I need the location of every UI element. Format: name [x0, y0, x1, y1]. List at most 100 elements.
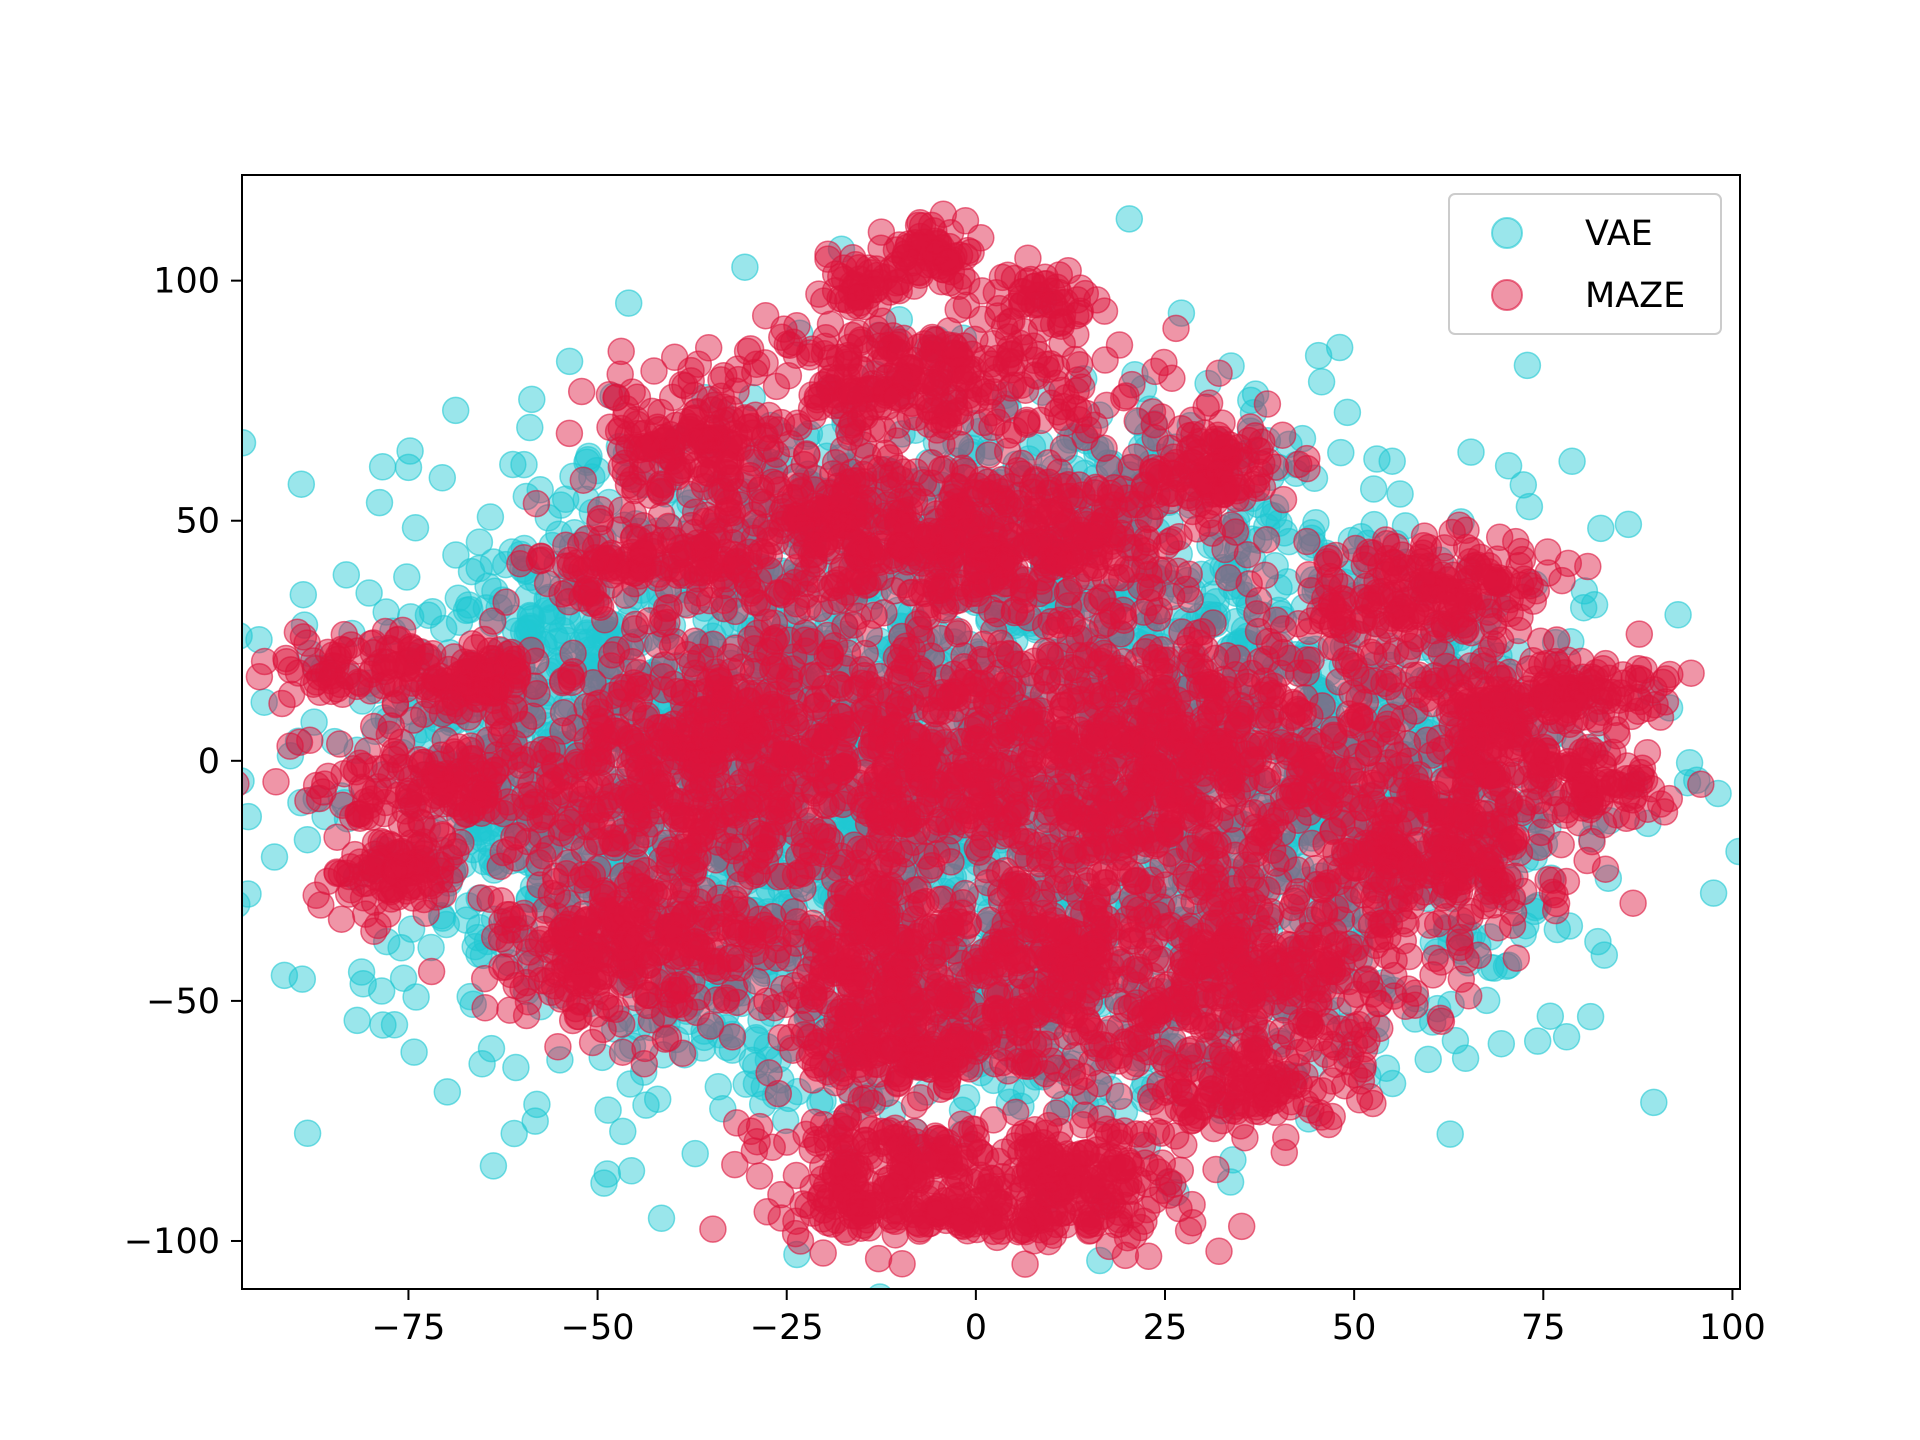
scatter-point [820, 502, 849, 530]
scatter-point [510, 450, 538, 479]
scatter-point [702, 423, 730, 452]
scatter-point [582, 543, 610, 572]
scatter-point [647, 478, 675, 507]
scatter-point [1027, 406, 1055, 435]
scatter-point [736, 462, 765, 490]
scatter-point [1078, 494, 1107, 522]
scatter-point [1699, 879, 1728, 907]
scatter-point [788, 540, 816, 568]
scatter-point [433, 1078, 462, 1106]
scatter-point [516, 413, 544, 442]
scatter-point [607, 337, 635, 366]
scatter-point [1576, 1002, 1605, 1031]
scatter-point [677, 356, 705, 385]
scatter-point [975, 441, 1003, 469]
scatter-point [500, 1119, 528, 1148]
scatter-point [1304, 341, 1333, 370]
scatter-point [903, 403, 931, 432]
scatter-point [593, 1160, 622, 1188]
scatter-point [709, 1095, 737, 1123]
scatter-point [886, 328, 914, 357]
scatter-point [1268, 421, 1297, 449]
scatter-point [1451, 1044, 1480, 1073]
scatter-point [260, 843, 289, 871]
scatter-point [1584, 927, 1612, 956]
scatter-point [468, 1050, 496, 1078]
scatter-point [647, 1204, 676, 1233]
scatter-point [547, 491, 575, 519]
scatter-point [751, 513, 780, 541]
scatter-point [1558, 447, 1586, 476]
scatter-point [368, 453, 397, 481]
scatter-point [1062, 320, 1090, 349]
scatter-point [1115, 205, 1144, 233]
scatter-point [556, 546, 584, 574]
scatter-point [293, 1119, 322, 1148]
scatter-point [681, 1139, 709, 1168]
scatter-point [596, 413, 624, 442]
scatter-point [802, 464, 830, 493]
scatter-point [1065, 350, 1094, 379]
scatter-point [1327, 438, 1355, 467]
scatter-point [1162, 314, 1190, 343]
scatter-point [1215, 431, 1244, 459]
scatter-point [936, 268, 964, 297]
scatter-point [1664, 601, 1692, 629]
scatter-point [311, 802, 339, 831]
scatter-point [569, 466, 598, 494]
scatter-point [1027, 315, 1056, 343]
scatter-point [1192, 393, 1220, 422]
scatter-point [848, 484, 877, 512]
scatter-point [1614, 510, 1643, 539]
scatter-point [783, 312, 811, 340]
scatter-point [1000, 349, 1029, 377]
scatter-point [1436, 1120, 1464, 1148]
scatter-point [1205, 359, 1233, 387]
scatter-point [892, 366, 920, 395]
scatter-point [968, 277, 996, 305]
scatter-point [1140, 411, 1169, 439]
scatter-point [300, 708, 328, 736]
scatter-point [648, 447, 676, 476]
scatter-point [870, 599, 898, 627]
scatter-point [502, 1053, 530, 1082]
scatter-point [614, 289, 643, 317]
scatter-point [798, 381, 826, 409]
scatter-point [1190, 467, 1218, 496]
scatter-point [1241, 422, 1269, 450]
scatter-point [1165, 523, 1193, 551]
scatter-point [1131, 537, 1159, 565]
scatter-point [997, 374, 1025, 402]
points-layer [242, 200, 1740, 1289]
scatter-point [623, 410, 651, 438]
scatter-point [850, 431, 878, 459]
scatter-point [1640, 1088, 1668, 1117]
scatter-point [343, 1006, 371, 1035]
scatter-point [1333, 398, 1362, 427]
scatter-point [349, 970, 377, 998]
scatter-point [1031, 350, 1060, 379]
scatter-point [369, 1011, 397, 1039]
scatter-point [393, 563, 421, 591]
scatter-point [293, 825, 322, 854]
scatter-point [990, 516, 1019, 544]
scatter-point [465, 528, 494, 556]
scatter-point [332, 561, 361, 589]
scatter-point [787, 514, 816, 542]
scatter-point [817, 355, 846, 384]
scatter-point [876, 278, 904, 306]
scatter-point [594, 1096, 622, 1124]
scatter-point [742, 1024, 770, 1052]
scatter-point [640, 357, 668, 385]
scatter-point [751, 422, 779, 450]
scatter-point [525, 547, 554, 575]
scatter-point [586, 504, 615, 533]
scatter-point [1386, 480, 1414, 508]
scatter-point [749, 539, 777, 568]
scatter-point [1005, 481, 1033, 510]
scatter-point [1180, 420, 1208, 449]
scatter-point [1359, 475, 1388, 503]
scatter-point [1574, 552, 1602, 581]
scatter-point [1071, 279, 1100, 308]
